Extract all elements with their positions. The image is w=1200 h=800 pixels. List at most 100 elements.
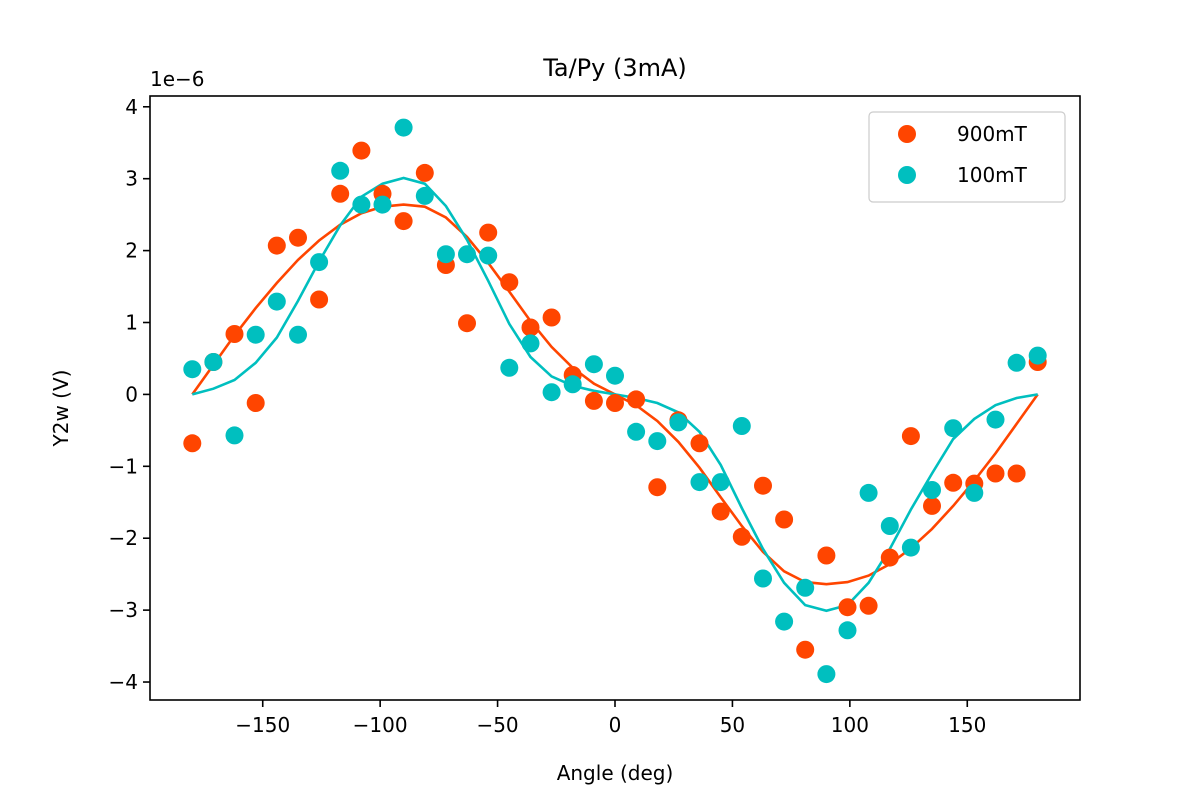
data-point-100mT [944,419,963,438]
legend-marker-100mT [898,166,916,184]
data-point-900mT [310,290,329,309]
data-point-100mT [246,325,265,344]
chart-title: Ta/Py (3mA) [542,54,687,82]
data-point-100mT [479,246,498,265]
y-tick-label: 2 [125,239,138,263]
data-point-100mT [436,245,455,264]
data-point-100mT [669,413,688,432]
data-point-900mT [584,391,603,410]
data-point-900mT [838,598,857,617]
data-point-100mT [817,665,836,684]
data-point-100mT [627,422,646,441]
data-point-100mT [775,612,794,631]
data-point-100mT [648,432,667,451]
data-point-100mT [1007,353,1026,372]
data-point-100mT [690,473,709,492]
x-axis-label: Angle (deg) [557,761,674,785]
data-point-900mT [775,510,794,529]
data-point-100mT [563,375,582,394]
data-point-900mT [458,314,476,333]
data-point-100mT [901,538,920,557]
x-tick-label: −150 [235,713,290,737]
data-point-900mT [500,273,519,292]
x-tick-label: 50 [720,713,745,737]
data-point-900mT [1007,464,1026,483]
y-tick-label: −4 [109,670,138,694]
data-point-900mT [648,478,667,497]
data-point-900mT [225,325,244,343]
data-point-100mT [965,483,984,502]
data-point-900mT [859,596,878,615]
data-point-100mT [986,410,1005,429]
y-tick-label: 3 [125,167,138,191]
y-tick-label: 0 [125,382,138,406]
data-point-100mT [859,483,878,502]
y-offset-label: 1e−6 [150,67,205,91]
data-point-900mT [246,394,265,412]
data-point-900mT [521,318,540,337]
data-point-100mT [732,417,751,435]
plot-frame [149,95,1081,701]
data-point-100mT [796,578,815,597]
legend-box [868,111,1066,203]
data-point-100mT [331,161,350,180]
data-point-900mT [817,546,836,565]
data-point-100mT [183,360,202,379]
data-point-900mT [352,141,371,160]
data-point-900mT [627,390,646,409]
data-point-100mT [923,481,941,499]
data-point-100mT [394,118,413,137]
data-point-900mT [289,228,307,247]
data-point-900mT [267,236,286,255]
x-tick-label: 0 [609,713,622,737]
data-point-100mT [754,569,772,588]
data-point-900mT [732,527,751,546]
data-point-100mT [880,517,899,535]
data-point-900mT [986,464,1005,483]
data-point-100mT [415,186,434,205]
y-tick-label: −2 [109,526,138,550]
data-point-100mT [352,195,371,214]
data-point-900mT [542,308,561,327]
data-points [183,118,1047,684]
data-point-100mT [225,426,244,445]
data-point-900mT [606,394,624,412]
y-tick-label: 1 [125,311,138,335]
legend-marker-900mT [898,125,916,143]
data-point-100mT [267,292,286,311]
data-point-900mT [415,163,434,182]
data-point-100mT [289,325,307,344]
data-point-100mT [1028,346,1047,365]
data-point-100mT [711,473,730,492]
data-point-900mT [796,640,815,659]
data-point-900mT [711,502,730,521]
data-point-900mT [183,434,202,453]
data-point-100mT [521,334,540,353]
data-point-100mT [204,353,223,371]
data-point-900mT [754,476,772,495]
axis-ticks: −150 −100 −50 0 50 100 150 −4 −3 −2 −1 0 1 2 3 4 [109,95,987,737]
data-point-900mT [331,184,350,203]
data-point-100mT [584,355,603,374]
data-point-900mT [394,212,413,231]
data-point-900mT [690,434,709,453]
x-tick-label: 100 [831,713,869,737]
data-point-100mT [310,253,329,272]
data-point-900mT [479,223,498,242]
x-tick-label: −50 [476,713,518,737]
data-point-900mT [944,473,963,492]
data-point-100mT [373,195,392,214]
data-point-900mT [923,496,941,515]
legend-label-100mT: 100mT [957,163,1028,187]
data-point-900mT [901,427,920,446]
data-point-100mT [542,383,561,402]
data-point-900mT [880,548,899,567]
data-point-100mT [458,245,476,264]
legend-label-900mT: 900mT [957,122,1028,146]
legend: 900mT 100mT [868,111,1066,203]
y-tick-label: −3 [109,598,138,622]
y-tick-label: −1 [109,454,138,478]
data-point-100mT [606,366,624,385]
x-tick-label: −100 [353,713,408,737]
